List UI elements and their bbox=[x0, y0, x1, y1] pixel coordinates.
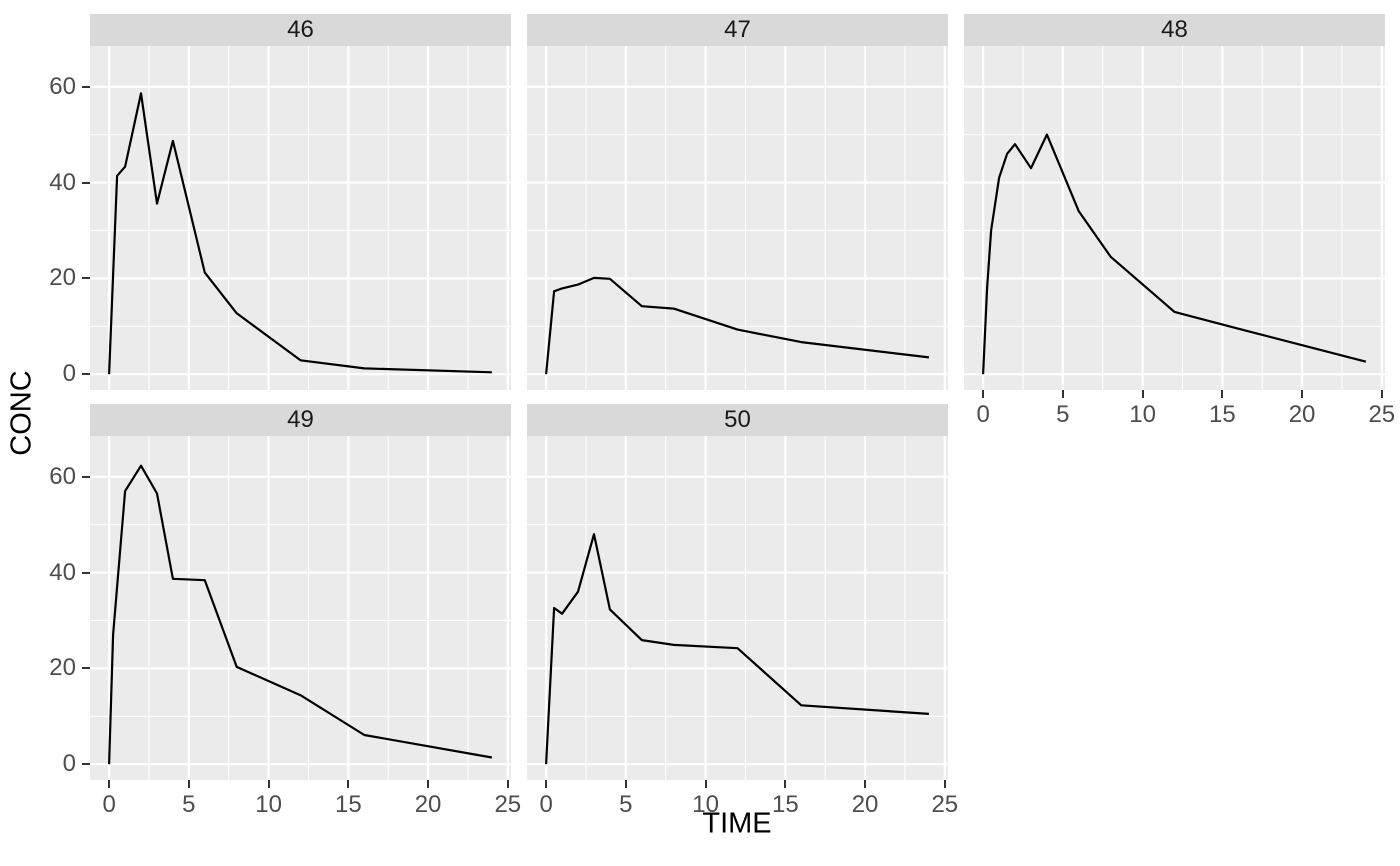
y-axis-tick bbox=[82, 571, 90, 574]
panel-background bbox=[90, 46, 511, 390]
facet-strip: 49 bbox=[90, 404, 511, 436]
x-axis-tick bbox=[864, 780, 867, 788]
x-axis-title: TIME bbox=[702, 807, 772, 840]
facet-label: 50 bbox=[724, 406, 751, 433]
x-axis-tick bbox=[704, 780, 707, 788]
x-axis-tick-label: 20 bbox=[1288, 401, 1316, 428]
panel-background bbox=[527, 46, 948, 390]
x-axis-tick bbox=[784, 780, 787, 788]
y-axis-tick bbox=[82, 85, 90, 88]
concentration-line bbox=[982, 133, 1367, 375]
x-axis-tick-label: 20 bbox=[851, 791, 879, 818]
x-axis-tick bbox=[427, 780, 430, 788]
x-axis-tick bbox=[1221, 390, 1224, 398]
facet-label: 47 bbox=[724, 16, 751, 43]
x-axis-tick bbox=[267, 780, 270, 788]
x-axis-tick bbox=[1301, 390, 1304, 398]
x-axis-tick-label: 15 bbox=[1208, 401, 1236, 428]
x-axis-tick bbox=[624, 780, 627, 788]
facet-panel bbox=[90, 436, 511, 780]
concentration-line bbox=[108, 92, 492, 375]
x-axis-tick-label: 10 bbox=[255, 791, 282, 818]
concentration-line bbox=[108, 464, 493, 765]
y-axis-tick-label: 60 bbox=[49, 72, 76, 100]
concentration-line bbox=[545, 533, 929, 765]
facet-label: 49 bbox=[287, 406, 314, 433]
y-axis-tick bbox=[82, 667, 90, 670]
y-axis-tick-label: 20 bbox=[49, 654, 76, 682]
x-axis-tick bbox=[108, 780, 111, 788]
x-axis-tick-label: 20 bbox=[414, 791, 442, 818]
x-axis-tick-label: 15 bbox=[334, 791, 362, 818]
facet-label: 46 bbox=[287, 16, 314, 43]
y-axis-tick bbox=[82, 277, 90, 280]
y-axis-tick bbox=[82, 763, 90, 766]
x-axis-tick-label: 0 bbox=[102, 791, 116, 818]
y-axis-tick-label: 60 bbox=[49, 462, 76, 490]
y-axis-tick bbox=[82, 373, 90, 376]
x-axis-tick bbox=[982, 390, 985, 398]
x-axis-tick bbox=[1141, 390, 1144, 398]
x-axis-tick-label: 25 bbox=[494, 791, 522, 818]
concentration-line bbox=[545, 276, 930, 375]
facet-panel bbox=[90, 46, 511, 390]
panel-background bbox=[964, 46, 1385, 390]
x-axis-tick-label: 5 bbox=[619, 791, 633, 818]
facet-label: 48 bbox=[1161, 16, 1188, 43]
x-axis-tick-label: 25 bbox=[931, 791, 959, 818]
x-axis-tick bbox=[943, 780, 946, 788]
facet-panel bbox=[527, 436, 948, 780]
y-axis-tick-label: 0 bbox=[62, 750, 76, 778]
x-axis-tick-label: 25 bbox=[1368, 401, 1396, 428]
facet-strip: 47 bbox=[527, 14, 948, 46]
x-axis-tick-label: 0 bbox=[539, 791, 553, 818]
x-axis-tick-label: 15 bbox=[771, 791, 799, 818]
facet-strip: 48 bbox=[964, 14, 1385, 46]
x-axis-tick bbox=[506, 780, 509, 788]
y-axis-tick-label: 40 bbox=[49, 558, 76, 586]
facet-strip: 46 bbox=[90, 14, 511, 46]
y-axis-tick-label: 40 bbox=[49, 168, 76, 196]
x-axis-tick bbox=[545, 780, 548, 788]
facet-strip: 50 bbox=[527, 404, 948, 436]
panel-background bbox=[527, 436, 948, 780]
x-axis-tick-label: 5 bbox=[182, 791, 196, 818]
facet-panel bbox=[964, 46, 1385, 390]
x-axis-tick-label: 10 bbox=[1129, 401, 1156, 428]
y-axis-tick-label: 0 bbox=[62, 360, 76, 388]
x-axis-tick bbox=[347, 780, 350, 788]
x-axis-tick-label: 10 bbox=[692, 791, 719, 818]
panel-background bbox=[90, 436, 511, 780]
x-axis-tick-label: 0 bbox=[976, 401, 990, 428]
x-axis-tick-label: 5 bbox=[1056, 401, 1070, 428]
y-axis-tick-label: 20 bbox=[49, 264, 76, 292]
facet-panel bbox=[527, 46, 948, 390]
x-axis-tick bbox=[187, 780, 190, 788]
y-axis-tick bbox=[82, 475, 90, 478]
y-axis-tick bbox=[82, 181, 90, 184]
x-axis-tick bbox=[1061, 390, 1064, 398]
x-axis-tick bbox=[1380, 390, 1383, 398]
